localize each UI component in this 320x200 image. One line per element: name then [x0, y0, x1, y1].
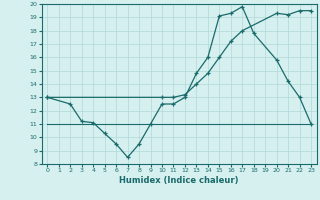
X-axis label: Humidex (Indice chaleur): Humidex (Indice chaleur) — [119, 176, 239, 185]
